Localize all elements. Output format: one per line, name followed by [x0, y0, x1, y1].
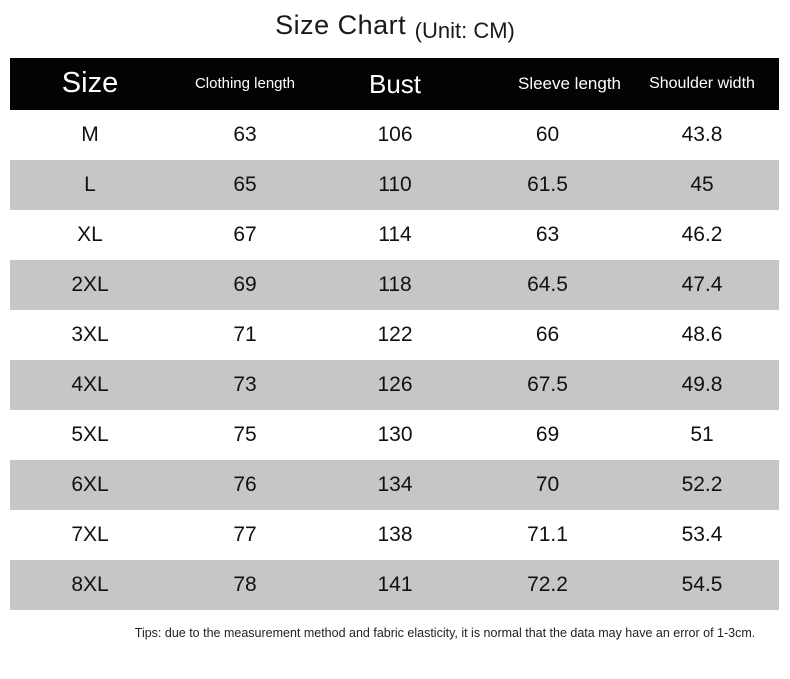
table-header-row: Size Clothing length Bust Sleeve length …: [10, 58, 779, 110]
clothing-length-cell: 71: [233, 323, 257, 346]
column-header-bust: Bust: [368, 68, 422, 99]
sleeve-length-cell: 69: [535, 423, 560, 446]
size-cell: 3XL: [71, 323, 109, 346]
sleeve-length-cell: 71.1: [527, 523, 568, 546]
shoulder-width-cell: 48.6: [681, 323, 723, 346]
column-header-shoulder-width: Shoulder width: [649, 75, 755, 93]
footer-tips: Tips: due to the measurement method and …: [134, 626, 756, 640]
bust-cell: 122: [377, 323, 413, 346]
shoulder-width-cell: 53.4: [681, 523, 723, 546]
size-table: Size Clothing length Bust Sleeve length …: [10, 58, 779, 610]
table-row-6xl: 6XL 76 134 70 52.2: [10, 460, 779, 510]
bust-cell: 141: [377, 573, 413, 596]
size-cell: L: [84, 173, 96, 196]
sleeve-length-cell: 64.5: [527, 273, 568, 296]
clothing-length-cell: 76: [233, 473, 257, 496]
shoulder-width-cell: 51: [690, 423, 714, 446]
table-row-5xl: 5XL 75 130 69 51: [10, 410, 779, 460]
page-title: Size Chart (Unit: CM): [0, 10, 790, 52]
size-cell: 7XL: [71, 523, 109, 546]
size-chart-page: Size Chart (Unit: CM) Size Clothing leng…: [0, 10, 790, 640]
column-header-size: Size: [61, 67, 119, 100]
size-cell: XL: [77, 223, 103, 246]
table-row-l: L 65 110 61.5 45: [10, 160, 779, 210]
column-header-shoulder-width-label: Shoulder width: [649, 74, 755, 92]
column-header-clothing-length-label: Clothing length: [194, 75, 296, 93]
size-cell: 6XL: [71, 473, 109, 496]
bust-cell: 126: [377, 373, 413, 396]
bust-cell: 130: [377, 423, 413, 446]
sleeve-length-cell: 72.2: [527, 573, 568, 596]
bust-cell: 138: [377, 523, 413, 546]
clothing-length-cell: 63: [233, 123, 257, 146]
table-row-3xl: 3XL 71 122 66 48.6: [10, 310, 779, 360]
table-row-7xl: 7XL 77 138 71.1 53.4: [10, 510, 779, 560]
shoulder-width-cell: 49.8: [681, 373, 723, 396]
bust-cell: 110: [378, 173, 412, 196]
clothing-length-cell: 78: [233, 573, 257, 596]
clothing-length-cell: 75: [233, 423, 257, 446]
table-row-4xl: 4XL 73 126 67.5 49.8: [10, 360, 779, 410]
sleeve-length-cell: 66: [535, 323, 560, 346]
column-header-sleeve-length: Sleeve length: [517, 73, 622, 93]
sleeve-length-cell: 70: [535, 473, 560, 496]
shoulder-width-cell: 54.5: [681, 573, 723, 596]
size-cell: 4XL: [71, 373, 109, 396]
clothing-length-cell: 69: [233, 273, 257, 296]
title-main: Size Chart: [275, 10, 407, 40]
sleeve-length-cell: 63: [535, 223, 560, 246]
table-row-xl: XL 67 114 63 46.2: [10, 210, 779, 260]
clothing-length-cell: 73: [233, 373, 257, 396]
clothing-length-cell: 77: [233, 523, 257, 546]
size-cell: 5XL: [71, 423, 109, 446]
table-row-2xl: 2XL 69 118 64.5 47.4: [10, 260, 779, 310]
title-unit: (Unit: CM): [414, 18, 515, 43]
size-cell: 8XL: [71, 573, 109, 596]
shoulder-width-cell: 52.2: [681, 473, 723, 496]
size-cell: M: [81, 123, 99, 146]
column-header-clothing-length: Clothing length: [195, 75, 295, 93]
bust-cell: 134: [377, 473, 413, 496]
sleeve-length-cell: 61.5: [527, 173, 568, 196]
bust-cell: 106: [377, 123, 413, 146]
clothing-length-cell: 67: [233, 223, 257, 246]
table-row-m: M 63 106 60 43.8: [10, 110, 779, 160]
size-cell: 2XL: [71, 273, 109, 296]
sleeve-length-cell: 60: [535, 123, 560, 146]
sleeve-length-cell: 67.5: [527, 373, 568, 396]
table-row-8xl: 8XL 78 141 72.2 54.5: [10, 560, 779, 610]
shoulder-width-cell: 43.8: [681, 123, 723, 146]
shoulder-width-cell: 45: [690, 173, 714, 196]
bust-cell: 114: [378, 223, 412, 246]
shoulder-width-cell: 46.2: [681, 223, 723, 246]
shoulder-width-cell: 47.4: [681, 273, 723, 296]
bust-cell: 118: [378, 273, 412, 296]
clothing-length-cell: 65: [233, 173, 257, 196]
